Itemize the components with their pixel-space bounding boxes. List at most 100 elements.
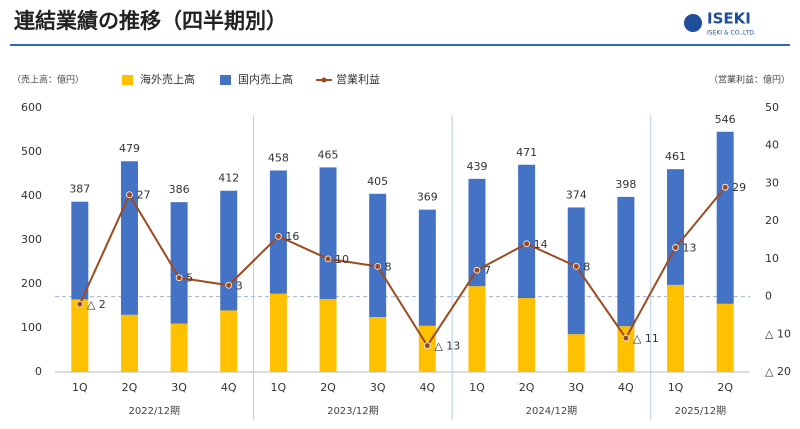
y2-tick-label: 30 bbox=[765, 176, 779, 189]
total-label: 461 bbox=[665, 150, 686, 163]
bar-segment bbox=[120, 314, 138, 372]
bar-segment bbox=[71, 201, 89, 300]
x-tick-label: 2Q bbox=[122, 381, 138, 394]
bar-segment bbox=[269, 170, 287, 294]
profit-label: 5 bbox=[186, 272, 193, 285]
y2-tick-label: 0 bbox=[765, 290, 772, 303]
profit-line bbox=[78, 186, 726, 348]
total-label: 412 bbox=[218, 172, 239, 185]
bar-segment bbox=[567, 334, 585, 372]
bar-segment bbox=[716, 131, 734, 304]
profit-label: 8 bbox=[385, 260, 392, 273]
profit-point bbox=[523, 240, 531, 248]
y2-tick-label: 40 bbox=[765, 139, 779, 152]
bar-segment bbox=[667, 169, 685, 285]
bar-segment bbox=[170, 202, 188, 324]
profit-point bbox=[274, 232, 282, 240]
bar-segment bbox=[468, 286, 486, 372]
profit-label: 10 bbox=[335, 253, 349, 266]
profit-label: 3 bbox=[236, 279, 243, 292]
profit-label: △ 2 bbox=[87, 298, 106, 311]
legend-swatch bbox=[321, 77, 327, 83]
x-tick-label: 3Q bbox=[568, 381, 584, 394]
y2-axis-label: （営業利益：億円） bbox=[709, 74, 790, 86]
total-label: 405 bbox=[367, 175, 388, 188]
logo-company: ISEKI & CO.,LTD. bbox=[707, 30, 756, 37]
bar-segment bbox=[617, 326, 635, 372]
x-tick-label: 4Q bbox=[618, 381, 634, 394]
total-label: 369 bbox=[417, 191, 438, 204]
profit-label: 13 bbox=[683, 242, 697, 255]
y2-tick-label: △ 20 bbox=[765, 365, 791, 378]
profit-label: 16 bbox=[285, 230, 299, 243]
total-label: 386 bbox=[169, 183, 190, 196]
profit-point bbox=[374, 262, 382, 270]
x-tick-label: 2Q bbox=[320, 381, 336, 394]
profit-point bbox=[572, 262, 580, 270]
x-tick-label: 3Q bbox=[171, 381, 187, 394]
bar-segment bbox=[418, 209, 436, 326]
x-tick-label: 4Q bbox=[419, 381, 435, 394]
y-tick-label: 0 bbox=[35, 365, 42, 378]
legend-swatch bbox=[220, 75, 231, 85]
bar-segment bbox=[369, 193, 387, 317]
group-label: 2024/12期 bbox=[526, 405, 578, 417]
bar-segment bbox=[220, 190, 238, 311]
y2-tick-label: 10 bbox=[765, 252, 779, 265]
y2-tick-label: 50 bbox=[765, 101, 779, 114]
x-tick-label: 4Q bbox=[221, 381, 237, 394]
logo-name: ISEKI bbox=[707, 10, 751, 28]
profit-label: 14 bbox=[534, 238, 548, 251]
total-label: 479 bbox=[119, 142, 140, 155]
total-label: 546 bbox=[715, 113, 736, 126]
y-tick-label: 500 bbox=[21, 145, 42, 158]
y-tick-label: 100 bbox=[21, 321, 42, 334]
total-label: 465 bbox=[318, 148, 339, 161]
y-axis-label: （売上高：億円） bbox=[12, 74, 84, 86]
group-label: 2022/12期 bbox=[129, 405, 181, 417]
group-label: 2023/12期 bbox=[327, 405, 379, 417]
bar-segment bbox=[617, 196, 635, 327]
bar-segment bbox=[518, 298, 536, 372]
bar-segment bbox=[220, 310, 238, 372]
x-tick-label: 2Q bbox=[717, 381, 733, 394]
profit-label: 8 bbox=[583, 260, 590, 273]
y-tick-label: 600 bbox=[21, 101, 42, 114]
y-tick-label: 200 bbox=[21, 277, 42, 290]
legend-label: 海外売上高 bbox=[140, 72, 195, 86]
y2-tick-label: △ 10 bbox=[765, 327, 791, 340]
bar-segment bbox=[120, 161, 138, 315]
profit-point bbox=[175, 274, 183, 282]
x-tick-label: 1Q bbox=[668, 381, 684, 394]
logo-icon bbox=[684, 14, 702, 32]
x-tick-label: 3Q bbox=[370, 381, 386, 394]
profit-point bbox=[225, 281, 233, 289]
profit-point bbox=[672, 244, 679, 251]
total-label: 398 bbox=[615, 178, 636, 191]
x-tick-label: 1Q bbox=[72, 381, 88, 394]
bar-segment bbox=[71, 299, 89, 372]
profit-label: △ 13 bbox=[434, 340, 460, 353]
total-label: 387 bbox=[69, 183, 90, 196]
bar-segment bbox=[319, 167, 337, 299]
y-tick-label: 400 bbox=[21, 189, 42, 202]
y-tick-label: 300 bbox=[21, 233, 42, 246]
profit-label: 7 bbox=[484, 264, 491, 277]
x-tick-label: 2Q bbox=[519, 381, 535, 394]
x-tick-label: 1Q bbox=[271, 381, 287, 394]
profit-point bbox=[324, 255, 332, 263]
bar-segment bbox=[518, 164, 536, 299]
profit-point bbox=[721, 183, 729, 191]
y2-tick-label: 20 bbox=[765, 214, 779, 227]
profit-point bbox=[76, 300, 84, 308]
profit-point bbox=[622, 334, 630, 342]
profit-point bbox=[473, 266, 481, 274]
legend-swatch bbox=[122, 75, 133, 85]
profit-point bbox=[126, 191, 133, 199]
legend-label: 国内売上高 bbox=[238, 72, 293, 86]
total-label: 471 bbox=[516, 146, 537, 159]
chart-title: 連結業績の推移（四半期別） bbox=[14, 9, 287, 33]
profit-point bbox=[423, 342, 431, 350]
bar-segment bbox=[667, 284, 685, 372]
